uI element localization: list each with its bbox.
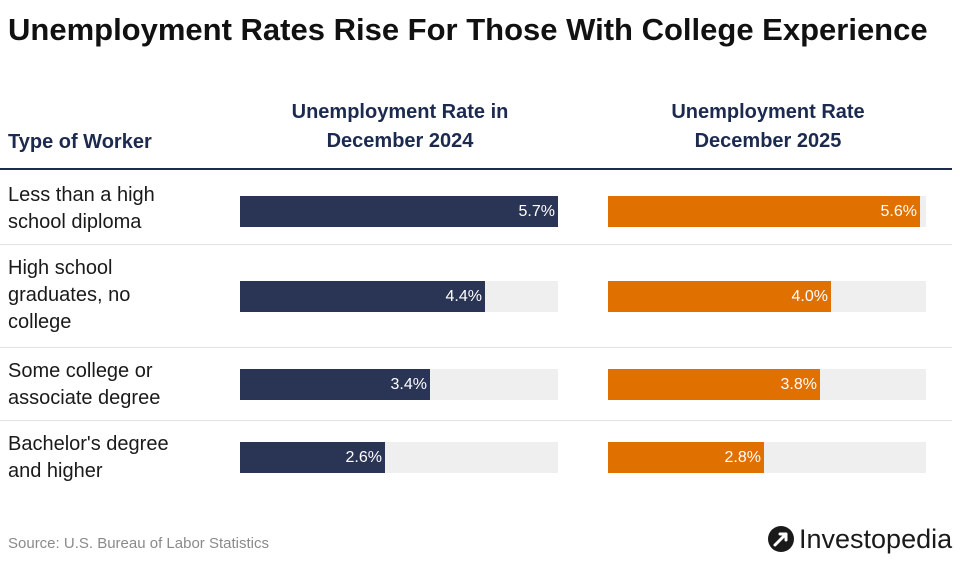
bar-value-label: 5.6% (880, 203, 917, 220)
bar-value-label: 4.4% (445, 288, 482, 305)
row-label-line: Less than a high (8, 184, 155, 206)
bar-track: 2.8% (608, 442, 926, 473)
bar-value-label: 2.8% (724, 449, 761, 466)
row-label-line: college (8, 311, 72, 333)
row-label-line: High school (8, 257, 113, 279)
bar-value-label: 5.7% (518, 203, 555, 220)
bar-track: 5.6% (608, 196, 926, 227)
chart-title: Unemployment Rates Rise For Those With C… (8, 12, 928, 47)
bar-track: 5.7% (240, 196, 558, 227)
row-label: Some college or associate degree (8, 358, 223, 412)
investopedia-logo: Investopedia (768, 522, 952, 556)
bar-2025-some-college-or-associate-degree: 3.8% (608, 369, 820, 400)
bar-track: 3.8% (608, 369, 926, 400)
bar-track: 3.4% (240, 369, 558, 400)
bar-2025-high-school-graduates-no-college: 4.0% (608, 281, 831, 312)
bar-2025-less-than-a-high-school-diploma: 5.6% (608, 196, 920, 227)
row-label-line: school diploma (8, 211, 142, 233)
chart-row-bachelor-s-degree-and-higher: Bachelor's degree and higher 2.6% 2.8% (0, 421, 952, 494)
row-label-line: Some college or (8, 360, 153, 382)
header-december-2025: Unemployment Rate December 2025 (608, 98, 928, 156)
row-label: Bachelor's degree and higher (8, 431, 223, 485)
row-label-line: graduates, no (8, 284, 131, 306)
header-rule (0, 168, 952, 170)
row-label-line: Bachelor's degree (8, 433, 169, 455)
bar-value-label: 4.0% (791, 288, 828, 305)
header-december-2024-line-1: Unemployment Rate in (291, 101, 509, 123)
row-label: Less than a high school diploma (8, 182, 223, 236)
row-label: High school graduates, no college (8, 255, 223, 336)
bar-track: 2.6% (240, 442, 558, 473)
header-december-2024: Unemployment Rate in December 2024 (240, 98, 560, 156)
bar-value-label: 3.4% (390, 376, 427, 393)
chart-row-high-school-graduates-no-college: High school graduates, no college 4.4% 4.0% (0, 245, 952, 348)
row-divider (0, 347, 952, 348)
header-type-of-worker: Type of Worker (8, 131, 152, 153)
header-december-2024-line-2: December 2024 (326, 130, 474, 152)
chart-row-less-than-a-high-school-diploma: Less than a high school diploma 5.7% 5.6% (0, 180, 952, 245)
investopedia-logo-icon (768, 526, 794, 552)
row-divider (0, 244, 952, 245)
bar-2025-bachelor-s-degree-and-higher: 2.8% (608, 442, 764, 473)
bar-2024-less-than-a-high-school-diploma: 5.7% (240, 196, 558, 227)
bar-2024-some-college-or-associate-degree: 3.4% (240, 369, 430, 400)
bar-track: 4.4% (240, 281, 558, 312)
bar-value-label: 2.6% (345, 449, 382, 466)
chart-row-some-college-or-associate-degree: Some college or associate degree 3.4% 3.8% (0, 348, 952, 421)
investopedia-wordmark: Investopedia (799, 524, 953, 554)
header-december-2025-line-1: Unemployment Rate (671, 101, 865, 123)
source-note: Source: U.S. Bureau of Labor Statistics (8, 535, 269, 552)
row-label-line: associate degree (8, 387, 161, 409)
header-december-2025-line-2: December 2025 (694, 130, 842, 152)
row-divider (0, 420, 952, 421)
bar-2024-bachelor-s-degree-and-higher: 2.6% (240, 442, 385, 473)
bar-2024-high-school-graduates-no-college: 4.4% (240, 281, 485, 312)
bar-track: 4.0% (608, 281, 926, 312)
bar-value-label: 3.8% (780, 376, 817, 393)
row-label-line: and higher (8, 460, 103, 482)
